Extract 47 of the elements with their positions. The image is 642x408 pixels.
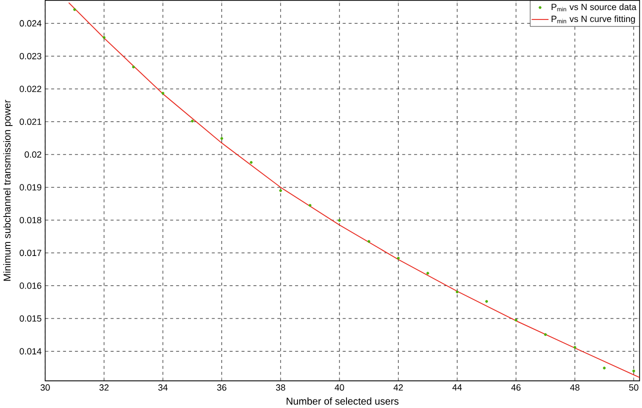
- point: [308, 204, 312, 207]
- point: [514, 318, 518, 322]
- x-tick-label: 32: [99, 384, 109, 391]
- point: [132, 66, 135, 68]
- point: [602, 366, 606, 370]
- y-tick-label: 0.015: [20, 315, 42, 322]
- point: [162, 92, 164, 95]
- point: [102, 36, 106, 39]
- x-tick-label: 34: [158, 384, 168, 391]
- point: [73, 8, 76, 11]
- x-tick-label: 30: [40, 384, 50, 391]
- x-tick-label: 36: [217, 384, 226, 391]
- y-tick-label: 0.02: [24, 151, 42, 158]
- x-tick-label: 44: [452, 384, 462, 390]
- point: [485, 300, 488, 303]
- point: [456, 290, 459, 294]
- point: [250, 161, 253, 164]
- legend-label: P$_{min}$ vs N source data: [552, 4, 636, 12]
- point: [190, 120, 194, 122]
- point: [544, 333, 547, 336]
- legend-label: P$_{min}$ vs N curve fitting: [552, 15, 635, 24]
- point: [632, 370, 636, 372]
- y-tick-label: 0.019: [20, 184, 42, 190]
- point: [573, 346, 576, 349]
- x-tick-label: 38: [276, 384, 286, 391]
- x-tick-label: 50: [629, 384, 638, 391]
- y-tick-label: 0.024: [20, 20, 42, 27]
- x-axis-title: Number of selected users: [286, 397, 399, 405]
- y-tick-label: 0.021: [20, 118, 42, 125]
- point: [338, 219, 341, 222]
- y-tick-label: 0.023: [20, 52, 42, 60]
- x-tick-label: 42: [394, 384, 403, 391]
- point: [426, 272, 430, 275]
- point: [220, 137, 224, 140]
- x-tick-label: 40: [334, 384, 344, 391]
- y-tick-label: 0.016: [20, 282, 42, 289]
- point: [279, 189, 282, 192]
- y-tick-label: 0.022: [20, 86, 42, 92]
- point: [396, 256, 400, 260]
- line-series: [68, 2, 640, 378]
- y-tick-label: 0.018: [20, 216, 42, 224]
- x-tick-label: 46: [511, 384, 521, 391]
- point: [368, 240, 370, 243]
- y-tick-label: 0.014: [20, 348, 42, 354]
- y-tick-label: 0.017: [20, 250, 42, 256]
- x-tick-label: 48: [570, 384, 580, 391]
- y-axis-title: Minimum subchannel transmission power: [3, 100, 13, 281]
